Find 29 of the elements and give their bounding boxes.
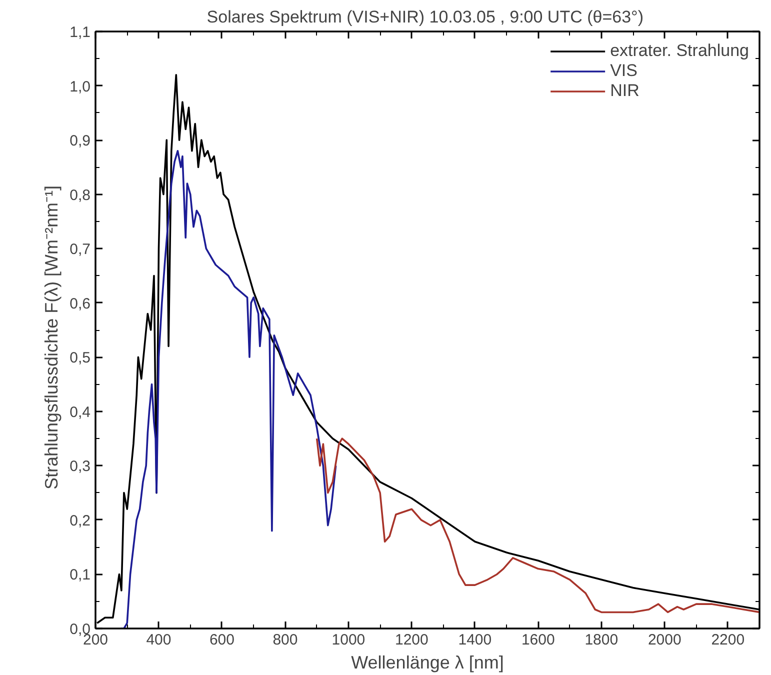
x-tick-label: 2000 — [648, 632, 682, 648]
y-tick-label: 0,2 — [70, 512, 91, 530]
line-series — [316, 438, 760, 614]
x-tick-label: 1200 — [395, 632, 428, 648]
x-axis-title: Wellenlänge λ [nm] — [351, 652, 504, 672]
y-tick-label: 1,1 — [70, 24, 91, 41]
y-tick-label: 0,6 — [70, 295, 91, 312]
y-tick-label: 0,8 — [70, 186, 91, 204]
x-tick-label: 400 — [146, 632, 172, 648]
x-tick-label: 800 — [272, 632, 298, 648]
legend-label: extrater. Strahlung — [610, 41, 749, 61]
y-tick-label: 0,3 — [70, 458, 91, 476]
line-series — [120, 150, 337, 628]
y-axis-title: Strahlungsflussdichte F(λ) [Wm⁻²nm⁻¹] — [42, 185, 62, 490]
legend-label: NIR — [610, 81, 640, 101]
chart-title: Solares Spektrum (VIS+NIR) 10.03.05 , 9:00 UTC (θ=63°) — [206, 8, 644, 26]
y-tick-label: 1,0 — [70, 78, 91, 96]
y-tick-label: 0,5 — [70, 350, 91, 367]
x-tick-label: 1800 — [584, 632, 618, 648]
y-tick-label: 0,1 — [70, 566, 91, 584]
legend-label: VIS — [610, 61, 638, 81]
x-tick-label: 1600 — [521, 632, 555, 648]
x-tick-label: 2200 — [711, 632, 745, 648]
y-tick-label: 0,4 — [70, 404, 91, 421]
x-tick-label: 1000 — [332, 632, 366, 648]
y-tick-label: 0,9 — [70, 132, 91, 150]
x-tick-label: 600 — [209, 632, 234, 648]
x-tick-label: 1400 — [458, 632, 492, 648]
y-tick-label: 0,7 — [70, 241, 91, 258]
